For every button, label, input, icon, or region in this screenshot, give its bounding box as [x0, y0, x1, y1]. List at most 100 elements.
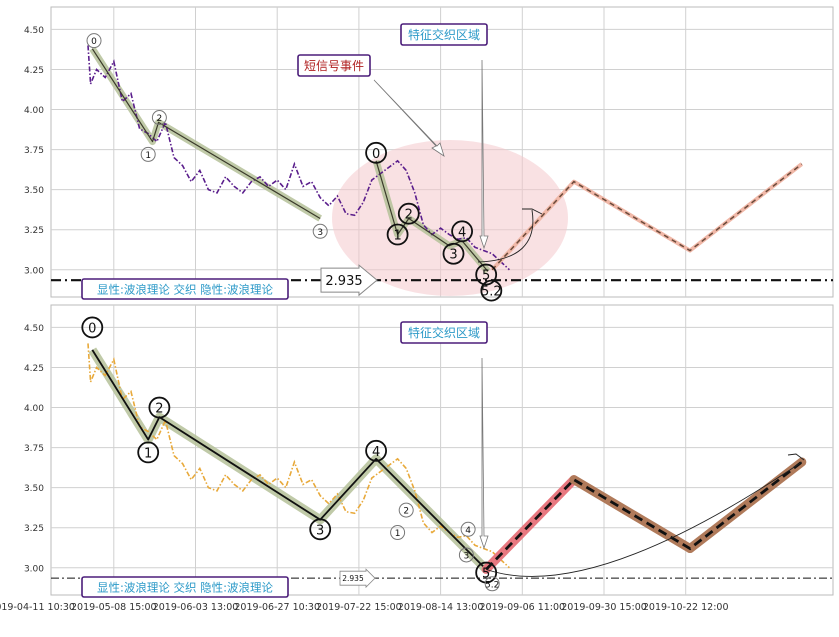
wave-label-circle — [460, 521, 476, 537]
feature-zone-ellipse — [332, 140, 568, 296]
chart-panel-bottom: 4.50 4.25 4.00 3.75 3.50 3.25 3.00 2.935 0 1 2 3 4 1 2… — [24, 304, 834, 598]
wave-label: 0 — [88, 321, 96, 336]
wave-label: 0 — [91, 37, 97, 47]
wave-label-circle — [137, 441, 160, 464]
wave-label-circle — [442, 242, 465, 265]
x-tick-label: 2019-04-11 10:30 — [0, 602, 75, 613]
feature-zone-label: 特征交织区域 — [408, 27, 480, 42]
x-tick-label: 2019-09-30 15:00 — [561, 602, 647, 613]
projection-arc — [486, 461, 803, 577]
wave-label-circle — [148, 396, 171, 419]
x-tick-label: 2019-05-08 15:00 — [71, 602, 157, 613]
wave-label-circle — [484, 576, 500, 592]
footer-badge-label: 显性:波浪理论 交织 隐性:波浪理论 — [97, 581, 274, 595]
wave-label-circle — [397, 202, 420, 225]
forecast-line — [485, 460, 803, 571]
y-tick-label: 3.50 — [24, 484, 44, 494]
y-tick-label: 3.25 — [24, 226, 44, 236]
wave-label: 1 — [395, 529, 401, 539]
wave-label-circle — [81, 316, 104, 339]
footer-badge-label: 显性:波浪理论 交织 隐性:波浪理论 — [97, 283, 274, 297]
x-tick-label: 2019-06-27 10:30 — [234, 602, 320, 613]
wave-label: 1 — [145, 151, 151, 161]
forecast-line — [491, 163, 803, 271]
wave-label-circle — [365, 439, 388, 462]
wave-label-circle — [458, 547, 474, 563]
wave-label: 3 — [464, 551, 470, 561]
x-tick-label: 2019-07-22 15:00 — [316, 602, 402, 613]
x-tick-label: 2019-06-03 13:00 — [153, 602, 239, 613]
y-tick-label: 4.00 — [24, 106, 44, 116]
feature-zone-arrow — [479, 59, 489, 250]
support-value-callout — [320, 264, 378, 297]
wave-label: 4 — [372, 445, 380, 460]
wave-label: 2 — [157, 114, 163, 124]
short-signal-label: 短信号事件 — [304, 59, 364, 73]
support-value-label: 2.935 — [325, 274, 362, 289]
wave-label: 4 — [458, 225, 466, 240]
y-tick-label: 3.75 — [24, 146, 44, 156]
wave-label-circle — [390, 525, 406, 541]
wave-label-circle — [312, 223, 328, 239]
short-signal-arrow — [373, 79, 445, 157]
wave-label-circle — [140, 146, 156, 162]
y-tick-label: 4.50 — [24, 324, 44, 334]
wave-label-circle — [309, 518, 332, 541]
footer-badge — [81, 576, 289, 598]
wave-label-circle — [475, 263, 498, 286]
wave-label: 1 — [393, 229, 401, 244]
wave-label: 2 — [403, 507, 409, 517]
y-tick-label: 3.50 — [24, 186, 44, 196]
feature-zone-box — [400, 23, 488, 46]
plot-area — [50, 304, 834, 596]
y-tick-label: 4.00 — [24, 404, 44, 414]
wave-label-circle — [451, 220, 474, 243]
y-tick-label: 3.75 — [24, 444, 44, 454]
wave-label-circle — [398, 502, 414, 518]
wave-label: 5 — [482, 269, 490, 284]
support-value-callout — [339, 568, 376, 589]
y-tick-label: 4.25 — [24, 364, 44, 374]
wave-label: 5.2 — [481, 285, 502, 300]
wave-label-circle — [480, 279, 503, 302]
footer-badge — [81, 278, 289, 300]
wave-label-circle — [475, 561, 498, 584]
wave-label: 1 — [144, 446, 152, 461]
price-series-line — [87, 45, 510, 271]
wave-label: 5.2 — [485, 580, 499, 590]
y-tick-label: 3.25 — [24, 524, 44, 534]
wave-label: 0 — [372, 147, 380, 162]
x-tick-label: 2019-10-22 12:00 — [643, 602, 729, 613]
wave-label-circle — [86, 33, 102, 49]
short-signal-box — [297, 54, 371, 77]
signal-arc-tip — [522, 208, 543, 215]
y-tick-label: 4.25 — [24, 66, 44, 76]
wave-label-circle — [365, 141, 388, 164]
wave-label: 2 — [405, 208, 413, 223]
wave-line — [91, 349, 487, 571]
wave-label: 2 — [155, 402, 163, 417]
wave-label-circle — [151, 110, 167, 126]
x-tick-label: 2019-08-14 13:00 — [398, 602, 484, 613]
wave-label: 3 — [317, 228, 323, 238]
feature-zone-label: 特征交织区域 — [408, 325, 480, 340]
x-tick-label: 2019-09-06 11:00 — [479, 602, 565, 613]
wave-label: 5 — [482, 567, 490, 582]
signal-arc — [477, 209, 534, 263]
y-tick-label: 3.00 — [24, 564, 44, 574]
y-tick-label: 3.00 — [24, 266, 44, 276]
wave-line — [91, 48, 321, 220]
wave-label: 3 — [449, 248, 457, 263]
projection-arc-tip — [787, 453, 805, 461]
feature-zone-arrow — [479, 357, 489, 550]
y-tick-label: 4.50 — [24, 26, 44, 36]
support-value-label: 2.935 — [342, 574, 364, 583]
wave-label-circle — [386, 223, 409, 246]
feature-zone-box — [400, 321, 488, 344]
wave-line — [375, 160, 489, 272]
wave-label: 3 — [316, 523, 324, 538]
chart-panel-top: 4.504.254.003.753.503.253.002.9350123012… — [24, 6, 834, 302]
